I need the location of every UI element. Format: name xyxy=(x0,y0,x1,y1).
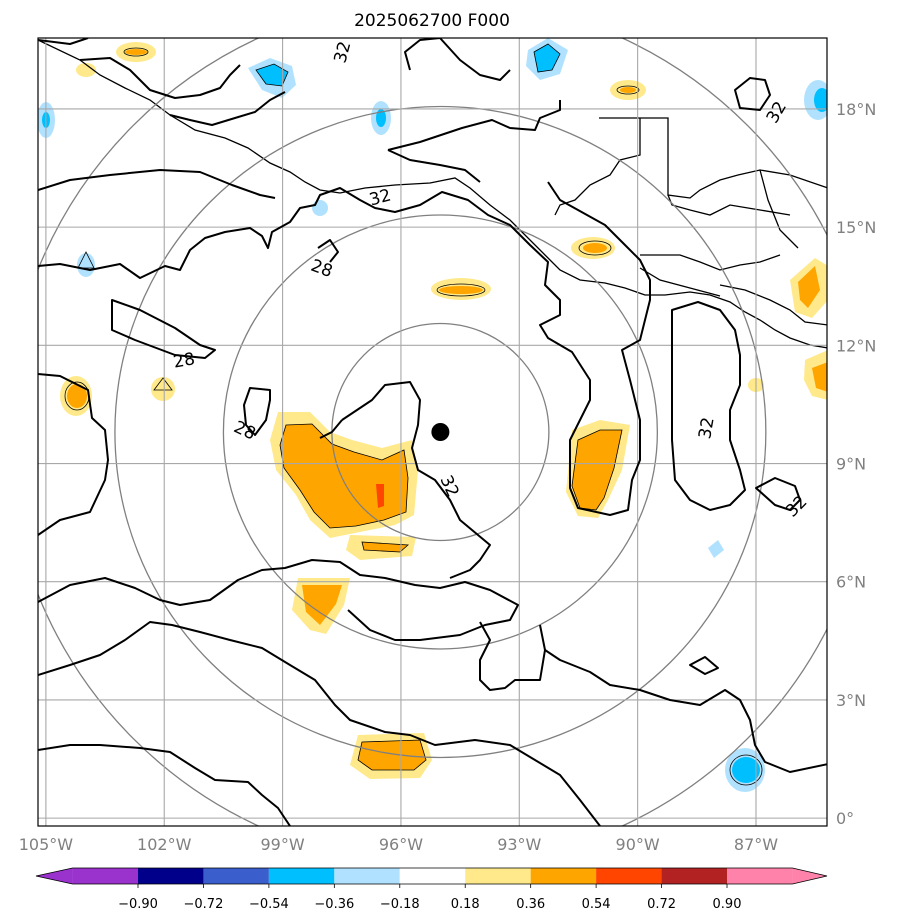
colorbar-tick-label: 0.54 xyxy=(582,897,611,912)
range-ring xyxy=(114,105,767,759)
latitude-tick-label: 3°N xyxy=(836,691,866,710)
shade-contour-outlines xyxy=(64,43,763,786)
shaded-field xyxy=(60,42,827,779)
colorbar-tick-label: 0.36 xyxy=(516,897,545,912)
longitude-tick-label: 102°W xyxy=(137,835,192,854)
latitude-tick-label: 0° xyxy=(836,809,854,828)
colorbar-tick-label: −0.18 xyxy=(380,897,420,912)
colorbar-tick-label: 0.90 xyxy=(713,897,742,912)
plot-title: 2025062700 F000 xyxy=(354,11,510,31)
latitude-tick-label: 6°N xyxy=(836,573,866,592)
latitude-tick-label: 15°N xyxy=(836,218,876,237)
colorbar-tick-label: −0.36 xyxy=(314,897,354,912)
longitude-tick-label: 99°W xyxy=(260,835,304,854)
colorbar-extend-high xyxy=(792,868,827,884)
isolines xyxy=(38,38,827,826)
latitude-tick-label: 18°N xyxy=(836,100,876,119)
latitude-tick-label: 9°N xyxy=(836,455,866,474)
contour-label: 32 xyxy=(695,416,718,441)
colorbar-outline xyxy=(35,867,828,885)
storm-center-marker xyxy=(431,423,450,441)
colorbar-tick-label: 0.72 xyxy=(647,897,676,912)
colorbar-extend-low xyxy=(36,868,73,884)
colorbar-tick-label: 0.18 xyxy=(451,897,480,912)
colorbar-segment xyxy=(268,868,335,884)
colorbar-segment xyxy=(399,868,466,884)
longitude-tick-label: 96°W xyxy=(379,835,423,854)
colorbar: −0.90 −0.72 −0.54 −0.36 −0.18 0.18 0.36 0.54 0.7… xyxy=(35,867,828,912)
map-frame xyxy=(37,37,828,827)
colorbar-segment xyxy=(203,868,269,884)
longitude-tick-label: 90°W xyxy=(616,835,660,854)
contour-label: 28 xyxy=(172,349,197,372)
longitude-tick-label: 93°W xyxy=(497,835,541,854)
colorbar-tick-label: −0.72 xyxy=(184,897,224,912)
range-ring xyxy=(222,214,659,650)
colorbar-segment xyxy=(661,868,727,884)
map-layers: 32 32 28 28 28 32 32 32 32 xyxy=(38,38,827,826)
latitude-labels: 0° 3°N 6°N 9°N 12°N 15°N 18°N xyxy=(836,100,876,828)
colorbar-segment xyxy=(465,868,531,884)
colorbar-segment xyxy=(596,868,662,884)
longitude-tick-label: 87°W xyxy=(734,835,778,854)
coastlines xyxy=(38,39,827,349)
longitude-tick-label: 105°W xyxy=(19,835,74,854)
colorbar-segment xyxy=(72,868,138,884)
longitude-labels: 105°W 102°W 99°W 96°W 93°W 90°W 87°W xyxy=(19,835,779,854)
colorbar-tick-label: −0.90 xyxy=(118,897,158,912)
colorbar-segment xyxy=(530,868,597,884)
colorbar-segment xyxy=(727,868,793,884)
colorbar-segment xyxy=(138,868,204,884)
colorbar-segment xyxy=(334,868,400,884)
latitude-tick-label: 12°N xyxy=(836,336,876,355)
colorbar-tick-label: −0.54 xyxy=(249,897,289,912)
